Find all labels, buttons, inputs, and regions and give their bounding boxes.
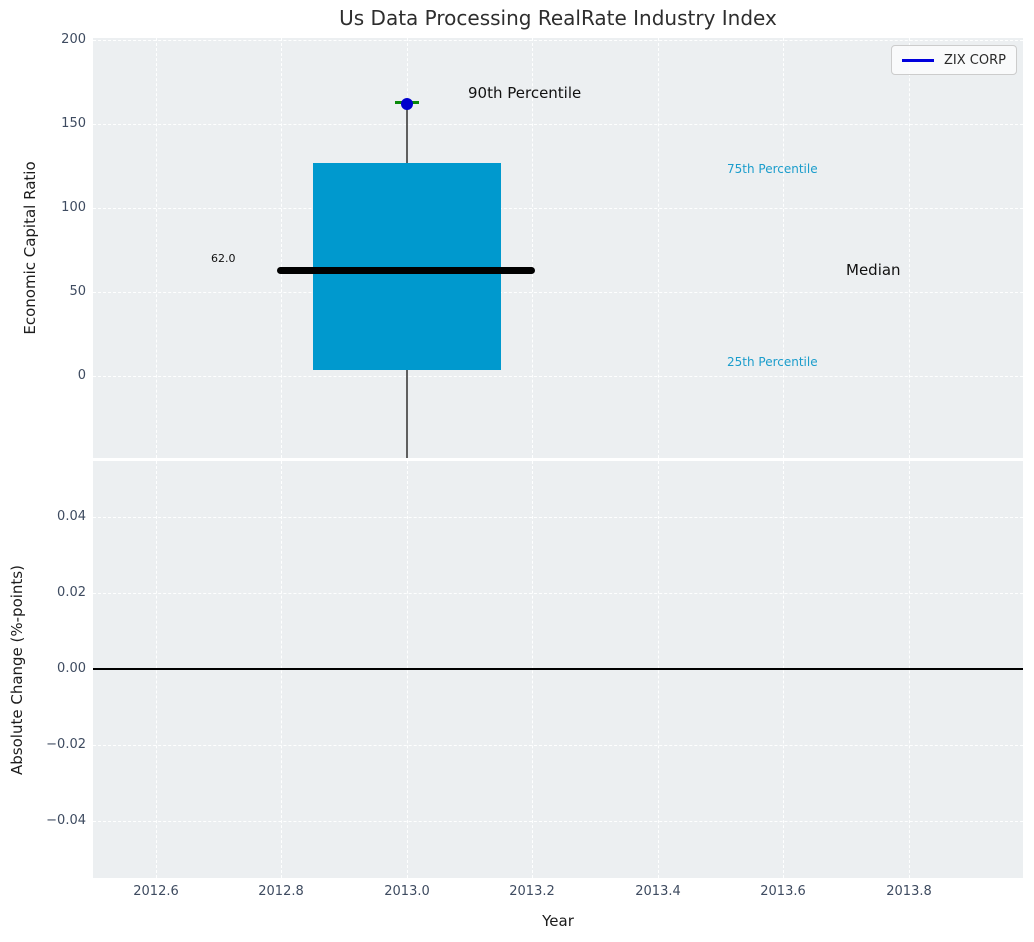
median-line [277, 267, 535, 274]
bottom-y-axis-label: Absolute Change (%-points) [8, 565, 26, 775]
y-tick: 200 [61, 32, 86, 47]
x-tick: 2012.6 [133, 884, 179, 899]
median-annotation: Median [846, 261, 901, 279]
x-tick: 2013.6 [760, 884, 806, 899]
x-tick: 2013.8 [886, 884, 932, 899]
y-tick: 100 [61, 200, 86, 215]
gridline-horizontal [93, 292, 1023, 293]
legend-label: ZIX CORP [944, 52, 1006, 68]
y-tick: 150 [61, 116, 86, 131]
y-tick: 0.00 [57, 661, 86, 676]
y-tick: 0.04 [57, 509, 86, 524]
x-tick: 2013.2 [509, 884, 555, 899]
gridline-vertical [281, 38, 282, 458]
x-tick: 2013.0 [384, 884, 430, 899]
gridline-horizontal [93, 517, 1023, 518]
gridline-vertical [532, 38, 533, 458]
gridline-horizontal [93, 208, 1023, 209]
gridline-vertical [156, 38, 157, 458]
gridline-horizontal [93, 124, 1023, 125]
gridline-vertical [658, 38, 659, 458]
y-tick: 0.02 [57, 585, 86, 600]
p90-annotation: 90th Percentile [468, 84, 582, 102]
zix-corp-marker [401, 98, 413, 110]
gridline-horizontal [93, 593, 1023, 594]
x-tick: 2012.8 [258, 884, 304, 899]
gridline-horizontal [93, 40, 1023, 41]
top-y-axis-label: Economic Capital Ratio [21, 161, 39, 335]
x-tick: 2013.4 [635, 884, 681, 899]
gridline-horizontal [93, 745, 1023, 746]
median-value-label: 62.0 [211, 252, 236, 265]
p25-annotation: 25th Percentile [727, 355, 818, 369]
top-axes: 90th Percentile 75th Percentile Median 2… [93, 38, 1023, 458]
bottom-axes [93, 461, 1023, 878]
iqr-box [313, 163, 501, 370]
y-tick: −0.02 [46, 737, 86, 752]
y-tick: 50 [69, 284, 86, 299]
gridline-horizontal [93, 376, 1023, 377]
y-tick: 0 [77, 368, 86, 383]
legend: ZIX CORP [891, 45, 1017, 75]
x-axis-label: Year [542, 912, 574, 930]
gridline-vertical [783, 38, 784, 458]
zero-reference-line [93, 668, 1023, 670]
legend-line-sample [902, 58, 935, 62]
y-tick: −0.04 [46, 813, 86, 828]
p75-annotation: 75th Percentile [727, 162, 818, 176]
chart-title: Us Data Processing RealRate Industry Ind… [339, 6, 777, 30]
gridline-vertical [909, 38, 910, 458]
gridline-horizontal [93, 821, 1023, 822]
